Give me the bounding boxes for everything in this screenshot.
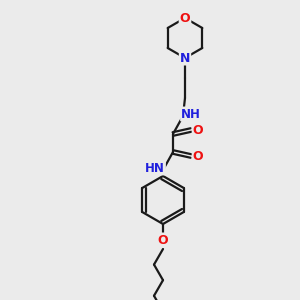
Text: NH: NH (181, 107, 201, 121)
Text: O: O (158, 233, 168, 247)
Text: O: O (193, 149, 203, 163)
Text: O: O (193, 124, 203, 136)
Text: N: N (180, 52, 190, 64)
Text: HN: HN (145, 161, 165, 175)
Text: O: O (180, 11, 190, 25)
